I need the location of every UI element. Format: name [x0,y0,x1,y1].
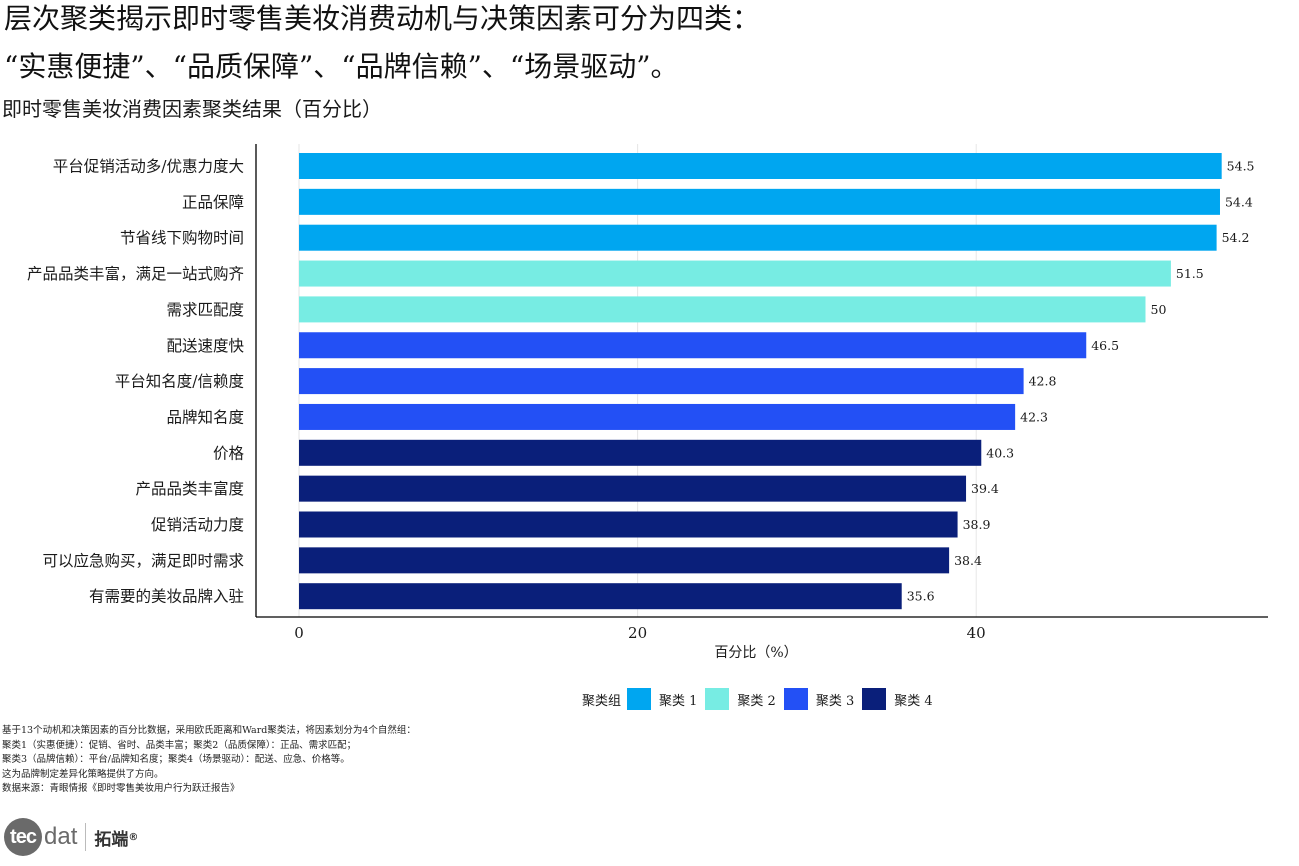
chart-title: 即时零售美妆消费因素聚类结果（百分比） [2,97,382,121]
logo-word: dat [44,823,78,850]
bar [299,153,1222,179]
legend-swatch [783,688,808,710]
footnote-line: 聚类1（实惠便捷）：促销、省时、品类丰富；聚类2（品质保障）：正品、需求匹配； [2,739,357,751]
y-tick-label: 正品保障 [182,193,244,211]
legend-title: 聚类组 [582,693,622,709]
x-tick-label: 40 [967,624,986,642]
y-tick-label: 有需要的美妆品牌入驻 [89,588,244,606]
legend-item-cluster-3: 聚类 3 [783,688,855,710]
y-tick-label: 产品品类丰富，满足一站式购齐 [27,265,244,283]
data-label: 38.9 [963,517,991,532]
bar [299,368,1024,395]
bar [299,583,902,610]
y-tick-label: 可以应急购买，满足即时需求 [42,551,244,570]
bar [299,439,982,466]
data-label: 40.3 [986,445,1014,460]
bar [299,511,958,538]
x-tick-label: 20 [628,624,647,642]
data-label: 35.6 [907,589,935,604]
bar [299,475,967,502]
axes [255,144,1268,618]
bar [299,224,1217,251]
legend-swatch [627,688,652,710]
data-label: 54.2 [1222,230,1250,245]
footnote-line: 这为品牌制定差异化策略提供了方向。 [2,768,164,780]
data-source: 数据来源：青眼情报《即时零售美妆用户行为跃迁报告》 [2,783,240,795]
x-axis-ticks: 0 20 40 [294,624,986,642]
y-tick-label: 品牌知名度 [166,408,244,426]
legend-swatch [705,688,730,710]
y-tick-label: 节省线下购物时间 [120,229,244,247]
data-label: 54.4 [1225,194,1253,209]
y-tick-label: 价格 [213,444,245,462]
bar [299,260,1171,287]
legend-item-cluster-4: 聚类 4 [862,688,933,710]
x-axis-title: 百分比（%） [714,645,797,661]
y-tick-label: 促销活动力度 [151,516,244,534]
y-tick-label: 配送速度快 [166,337,244,355]
legend-item-cluster-1: 聚类 1 [627,688,697,710]
legend-label: 聚类 3 [815,693,855,709]
brand-logo: tec dat 拓端 ® [4,818,138,856]
data-label: 54.5 [1227,159,1255,174]
footnote-line: 基于13个动机和决策因素的百分比数据，采用欧氏距离和Ward聚类法，将因素划分为… [2,725,416,736]
data-label: 42.3 [1020,409,1048,424]
y-tick-label: 产品品类丰富度 [135,480,244,498]
bars [299,153,1222,610]
legend-swatch [862,688,887,710]
data-label: 42.8 [1029,374,1057,389]
headline-line-2: “实惠便捷”、“品质保障”、“品牌信赖”、“场景驱动”。 [4,50,679,83]
data-label: 38.4 [954,553,982,568]
legend-item-cluster-2: 聚类 2 [705,688,776,710]
y-tick-label: 平台促销活动多/优惠力度大 [53,158,244,176]
bar [299,296,1146,323]
data-label: 51.5 [1176,266,1204,281]
bar [299,547,950,574]
logo-chinese: 拓端 [94,829,129,850]
legend-label: 聚类 4 [894,693,933,709]
footnote-line: 聚类3（品牌信赖）：平台/品牌知名度；聚类4（场景驱动）：配送、应急、价格等。 [2,754,350,766]
legend-label: 聚类 2 [737,693,776,709]
bar-chart: 平台促销活动多/优惠力度大正品保障节省线下购物时间产品品类丰富，满足一站式购齐需… [27,144,1268,661]
registered-mark: ® [128,831,139,843]
logo-divider [85,823,87,851]
y-tick-label: 平台知名度/信赖度 [115,373,244,391]
bar [299,332,1087,359]
legend-label: 聚类 1 [659,693,698,709]
legend: 聚类组 聚类 1 聚类 2 聚类 3 聚类 4 [582,688,941,710]
bar [299,188,1220,215]
logo-mark: tec [4,818,42,856]
headline-line-1: 层次聚类揭示即时零售美妆消费动机与决策因素可分为四类： [4,2,761,35]
y-tick-label: 需求匹配度 [166,301,244,319]
footnotes: 基于13个动机和决策因素的百分比数据，采用欧氏距离和Ward聚类法，将因素划分为… [2,724,416,797]
x-tick-label: 0 [294,624,304,642]
y-axis-labels: 平台促销活动多/优惠力度大正品保障节省线下购物时间产品品类丰富，满足一站式购齐需… [27,158,245,606]
data-label: 50 [1151,302,1167,317]
data-label: 46.5 [1091,338,1119,353]
value-labels: 54.5 54.4 54.2 51.5 50 46.5 42.8 42.3 40.3 39.4 38… [907,159,1255,604]
bar [299,403,1016,430]
data-label: 39.4 [971,481,999,496]
